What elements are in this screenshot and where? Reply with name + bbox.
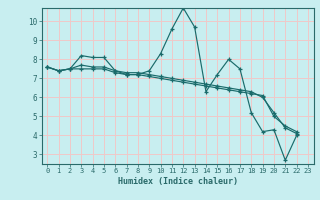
X-axis label: Humidex (Indice chaleur): Humidex (Indice chaleur) (118, 177, 237, 186)
